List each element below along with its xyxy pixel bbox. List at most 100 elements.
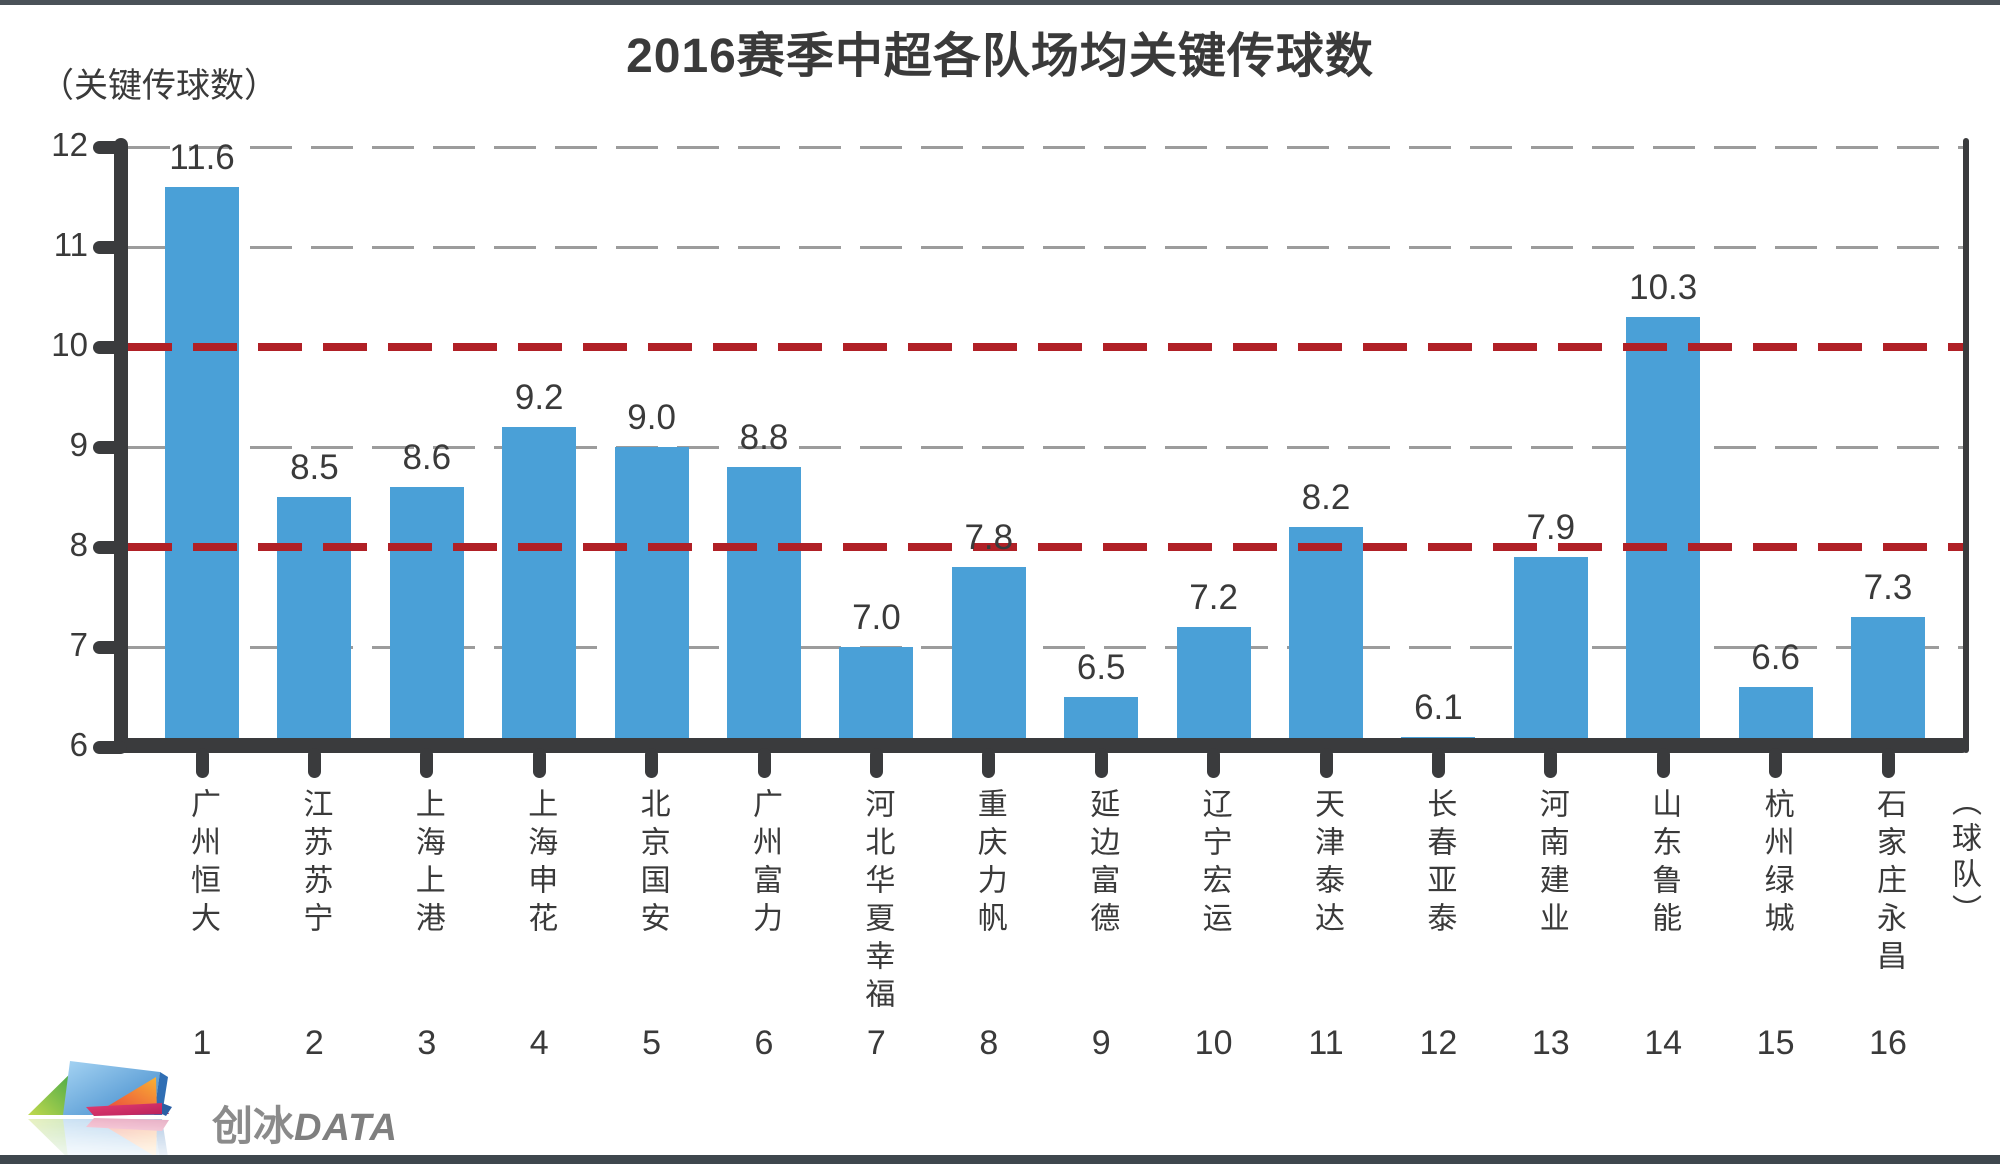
bar-天津泰达	[1289, 527, 1363, 744]
x-rank-label: 12	[1419, 1024, 1458, 1062]
x-tick	[1207, 748, 1221, 778]
x-tick	[195, 748, 209, 778]
logo-mark-icon	[28, 1061, 172, 1116]
x-tick	[1881, 748, 1895, 778]
x-category-label: 河北华夏幸福	[860, 788, 894, 1016]
bar-杭州绿城	[1738, 687, 1813, 744]
x-axis-line	[114, 738, 1969, 753]
logo-text: 创冰DATA	[212, 1092, 398, 1152]
x-category-label: 河南建业	[1534, 788, 1568, 940]
x-tick	[1656, 748, 1670, 778]
value-label: 6.5	[1076, 648, 1126, 687]
value-label: 7.9	[1526, 508, 1576, 547]
gridline-y11	[128, 246, 1963, 249]
x-rank-label: 15	[1756, 1024, 1795, 1062]
value-label: 7.8	[964, 518, 1014, 557]
y-tick-label: 12	[51, 126, 88, 163]
x-rank-label: 5	[642, 1024, 662, 1062]
value-label: 8.8	[739, 418, 789, 457]
y-tick-label: 7	[69, 626, 88, 663]
y-tick	[93, 341, 127, 354]
x-rank-label: 7	[866, 1024, 886, 1062]
bar-广州恒大	[165, 187, 239, 744]
bar-上海申花	[502, 427, 577, 744]
y-tick	[93, 441, 127, 454]
x-category-label: 北京国安	[635, 788, 669, 940]
x-category-label: 重庆力帆	[972, 788, 1006, 940]
x-category-label: 广州富力	[748, 788, 781, 940]
y-tick-label: 8	[69, 526, 88, 563]
value-label: 7.2	[1189, 578, 1238, 617]
x-rank-label: 13	[1531, 1024, 1570, 1062]
x-rank-label: 16	[1869, 1024, 1907, 1062]
logo-text-en: DATA	[294, 1107, 398, 1149]
x-tick	[869, 748, 883, 778]
x-tick	[1544, 748, 1558, 778]
x-rank-label: 10	[1194, 1024, 1233, 1062]
value-label: 11.6	[169, 138, 235, 177]
bar-辽宁宏运	[1176, 627, 1251, 744]
x-tick	[420, 748, 434, 778]
x-category-label: 辽宁宏运	[1197, 788, 1231, 940]
value-label: 8.2	[1301, 478, 1351, 517]
value-label: 9.0	[627, 398, 676, 437]
y-tick	[93, 241, 127, 254]
x-axis-title: （球队）	[1947, 786, 1980, 930]
x-category-label: 上海申花	[523, 788, 557, 940]
bar-河北华夏幸福	[839, 647, 914, 744]
x-rank-label: 8	[979, 1024, 999, 1062]
bar-重庆力帆	[951, 567, 1026, 744]
x-tick	[1094, 748, 1108, 778]
x-tick	[645, 748, 659, 778]
right-border-line	[1963, 138, 1969, 753]
y-tick	[93, 741, 127, 754]
x-tick	[532, 748, 546, 778]
reference-line-y8	[128, 543, 1963, 551]
bar-河南建业	[1513, 557, 1588, 744]
y-tick-label: 9	[69, 426, 88, 463]
bar-广州富力	[727, 467, 801, 744]
chart-title: 2016赛季中超各队场均关键传球数	[626, 30, 1374, 83]
top-edge-bar	[0, 0, 2000, 5]
y-axis-title: （关键传球数）	[40, 67, 278, 105]
bar-石家庄永昌	[1851, 617, 1925, 744]
x-tick	[757, 748, 771, 778]
value-label: 8.5	[290, 448, 339, 487]
y-tick	[93, 141, 127, 154]
bar-上海上港	[389, 487, 464, 744]
y-tick-label: 11	[53, 226, 88, 263]
x-category-label: 延边富德	[1085, 788, 1119, 940]
gridline-y7	[128, 646, 1963, 649]
x-tick	[307, 748, 321, 778]
value-label: 6.1	[1414, 688, 1463, 727]
x-rank-label: 11	[1308, 1024, 1344, 1062]
x-category-label: 长春亚泰	[1422, 788, 1456, 940]
bar-延边富德	[1064, 697, 1139, 744]
x-category-label: 广州恒大	[186, 788, 219, 940]
x-rank-label: 14	[1644, 1024, 1683, 1062]
x-category-label: 杭州绿城	[1759, 788, 1793, 940]
value-label: 9.2	[514, 378, 564, 417]
x-tick	[1431, 748, 1445, 778]
gridline-y9	[128, 446, 1963, 449]
y-tick-label: 10	[51, 326, 88, 363]
x-rank-label: 2	[304, 1024, 324, 1062]
x-category-label: 上海上港	[410, 788, 444, 940]
x-rank-label: 4	[529, 1024, 549, 1062]
x-rank-label: 6	[754, 1024, 774, 1062]
bar-北京国安	[614, 447, 689, 744]
value-label: 7.3	[1863, 568, 1913, 607]
bottom-edge-bar	[0, 1155, 2000, 1164]
bar-江苏苏宁	[277, 497, 352, 744]
x-rank-label: 9	[1091, 1024, 1111, 1062]
x-tick	[1769, 748, 1783, 778]
x-rank-label: 1	[192, 1024, 212, 1062]
y-tick-label: 6	[69, 726, 88, 763]
value-label: 8.6	[402, 438, 452, 477]
reference-line-y10	[128, 343, 1963, 351]
y-tick	[93, 641, 127, 654]
value-label: 6.6	[1751, 638, 1800, 677]
x-tick	[982, 748, 996, 778]
x-category-label: 山东鲁能	[1647, 788, 1681, 940]
